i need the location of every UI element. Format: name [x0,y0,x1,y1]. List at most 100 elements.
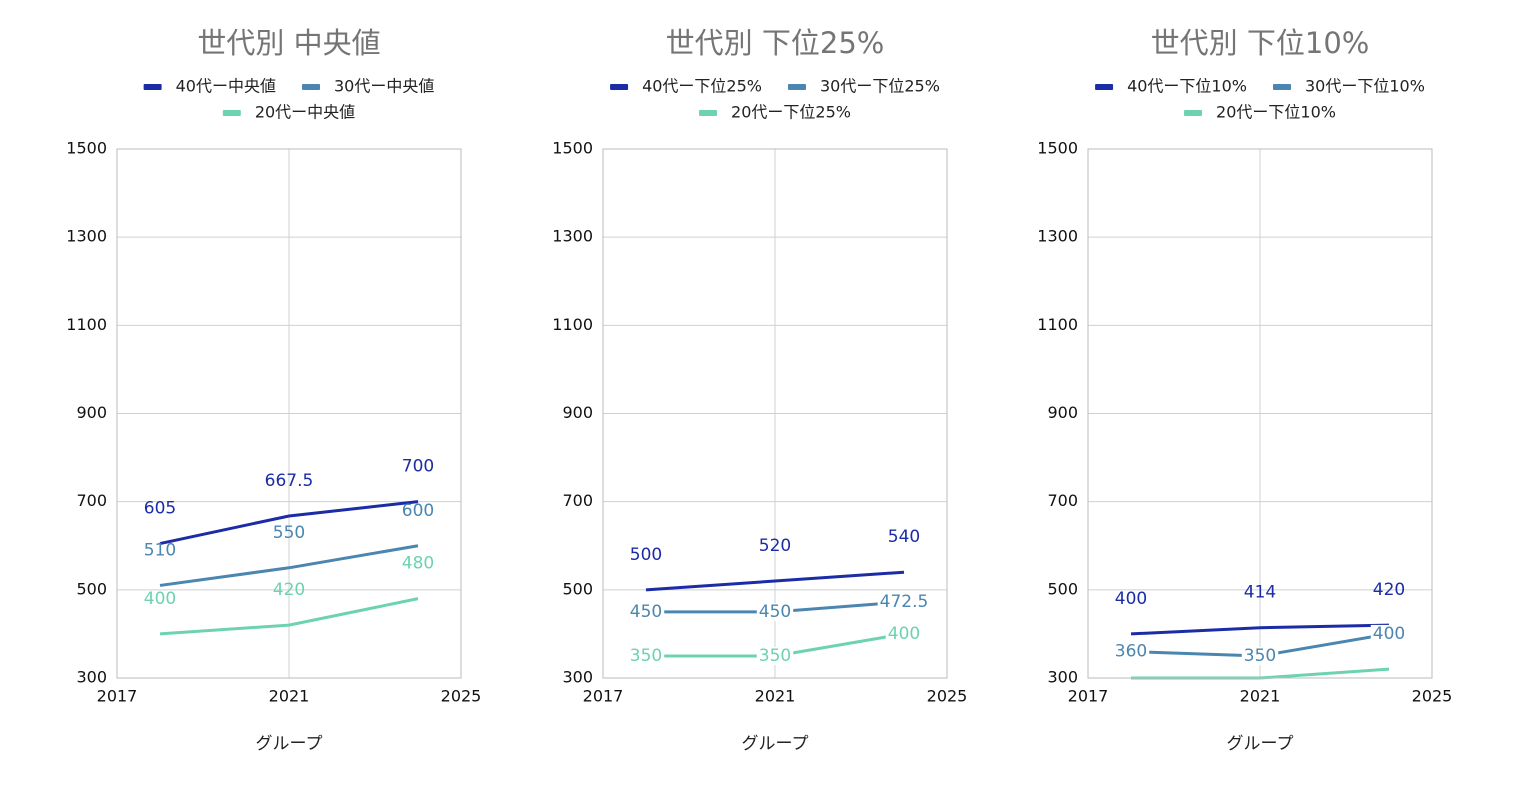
series-line [1130,623,1390,636]
legend-label: 40代ー下位10% [1127,77,1247,96]
data-label-bg [885,624,923,643]
legend-swatch [610,84,629,90]
data-label: 500 [630,545,662,565]
series-line [159,597,419,636]
chart-title: 世代別 中央値 [197,26,380,60]
data-label: 400 [1373,624,1405,644]
plot-frame [1087,148,1433,679]
data-label: 700 [402,457,434,477]
y-tick-label: 1500 [66,139,107,158]
x-tick-label: 2025 [441,687,482,706]
legend-label: 20代ー中央値 [255,103,355,122]
data-label: 520 [759,536,791,556]
legend-label: 20代ー下位25% [731,103,851,122]
y-tick-label: 1100 [552,315,593,334]
legend-swatch [143,84,162,90]
data-label-bg [1370,624,1408,643]
data-label-bg [1112,642,1150,661]
data-label: 667.5 [265,471,314,491]
chart-title: 世代別 下位10% [1151,26,1370,60]
data-label-bg [756,646,794,665]
x-tick-label: 2017 [1068,687,1109,706]
data-label-bg [756,602,794,621]
y-tick-label: 300 [76,668,107,687]
y-tick-label: 300 [562,668,593,687]
y-tick-label: 900 [76,403,107,422]
data-label: 600 [402,501,434,521]
x-tick-label: 2017 [97,687,138,706]
series-line [645,570,905,592]
data-label: 350 [759,646,791,666]
legend-swatch [1273,84,1291,90]
y-tick-label: 700 [76,491,107,510]
data-label-bg [1241,646,1279,665]
legend-row: 20代ー下位25% [699,103,851,122]
data-label: 605 [144,499,176,519]
legend-swatch [302,84,320,90]
data-label: 350 [1244,646,1276,666]
legend-swatch [1095,84,1114,90]
y-tick-label: 500 [1047,579,1078,598]
y-tick-label: 1500 [552,139,593,158]
data-label: 420 [273,580,305,600]
x-tick-label: 2025 [1412,687,1453,706]
y-tick-label: 1100 [66,315,107,334]
legend-label: 40代ー中央値 [176,77,276,96]
legend-swatch [222,110,241,116]
data-label: 400 [888,624,920,644]
data-label: 550 [273,523,305,543]
data-label: 540 [888,527,920,547]
legend-row: 40代ー下位10% 30代ー下位10% [1095,77,1425,96]
plot-frame [116,148,462,679]
data-label: 360 [1115,642,1147,662]
y-tick-label: 500 [76,579,107,598]
x-axis-title: グループ [742,734,809,754]
legend-row: 20代ー中央値 [222,103,355,122]
series-line [159,544,419,587]
y-tick-label: 500 [562,579,593,598]
x-tick-label: 2021 [1240,687,1281,706]
y-tick-label: 1100 [1037,315,1078,334]
y-tick-label: 1300 [552,227,593,246]
legend-label: 20代ー下位10% [1216,103,1336,122]
chart-title: 世代別 下位25% [666,26,885,60]
legend-label: 30代ー下位25% [820,77,940,96]
y-tick-label: 900 [562,403,593,422]
legend-swatch [788,84,806,90]
legend-swatch [1184,110,1203,116]
data-label: 400 [1115,589,1147,609]
data-label: 472.5 [880,592,929,612]
y-tick-label: 700 [562,491,593,510]
x-axis-title: グループ [1227,734,1294,754]
data-label-bg [627,602,665,621]
y-tick-label: 300 [1047,668,1078,687]
x-tick-label: 2017 [583,687,624,706]
y-tick-label: 1300 [66,227,107,246]
y-tick-label: 700 [1047,491,1078,510]
data-label: 450 [759,602,791,622]
data-label-bg [627,646,665,665]
y-tick-label: 900 [1047,403,1078,422]
data-label: 414 [1244,583,1276,603]
data-label: 420 [1373,580,1405,600]
plot-frame [602,148,948,679]
legend-label: 30代ー中央値 [334,77,434,96]
data-label: 480 [402,554,434,574]
series-line [159,500,419,546]
legend-row: 20代ー下位10% [1184,103,1336,122]
x-tick-label: 2021 [269,687,310,706]
y-tick-label: 1500 [1037,139,1078,158]
data-label-bg [877,592,931,611]
legend-row: 40代ー中央値 30代ー中央値 [143,77,434,96]
x-tick-label: 2021 [755,687,796,706]
legend-label: 30代ー下位10% [1305,77,1425,96]
y-tick-label: 1300 [1037,227,1078,246]
x-tick-label: 2025 [927,687,968,706]
data-label: 350 [630,646,662,666]
data-label: 510 [144,540,176,560]
legend-row: 40代ー下位25% 30代ー下位25% [610,77,940,96]
data-label: 400 [144,589,176,609]
x-axis-title: グループ [256,734,323,754]
